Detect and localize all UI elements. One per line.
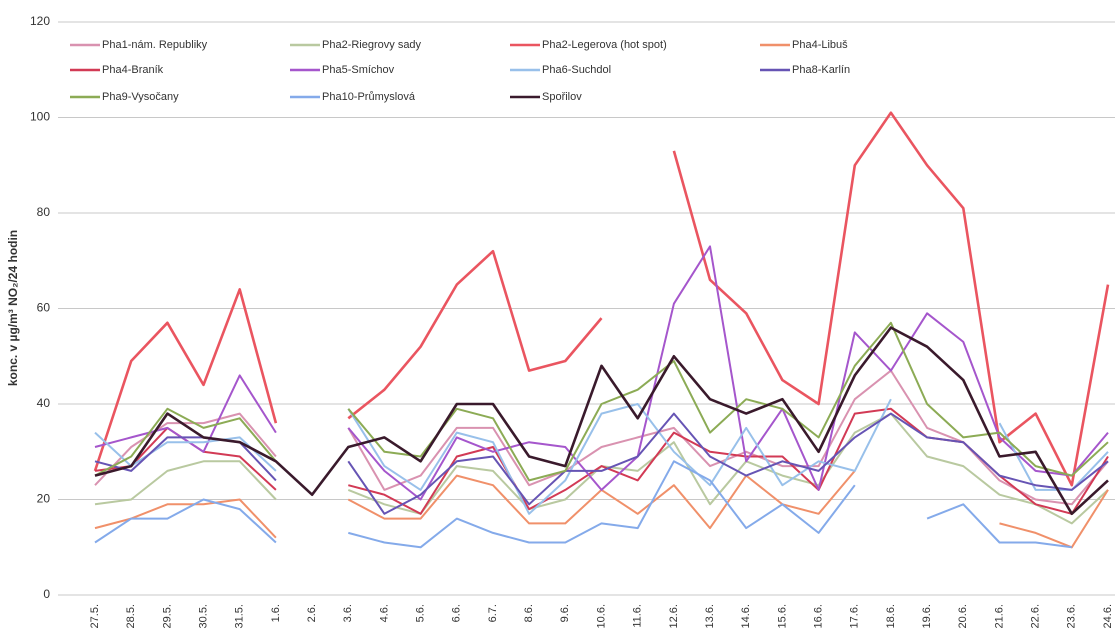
- y-tick-label: 60: [37, 301, 51, 315]
- x-tick-label: 6.6.: [451, 604, 463, 622]
- series-line: [94, 460, 1072, 549]
- series-line: [94, 412, 1109, 515]
- legend-label: Pha9-Vysočany: [102, 91, 179, 103]
- y-tick-label: 120: [30, 14, 50, 28]
- x-tick-label: 20.6.: [957, 604, 969, 628]
- legend-label: Spořilov: [542, 91, 582, 103]
- x-tick-label: 16.6.: [812, 604, 824, 628]
- x-tick-label: 2.6.: [306, 604, 318, 622]
- x-tick-label: 27.5.: [89, 604, 101, 628]
- x-tick-label: 5.6.: [415, 604, 427, 622]
- x-tick-label: 19.6.: [921, 604, 933, 628]
- series-line: [94, 369, 1109, 506]
- x-tick-label: 24.6.: [1102, 604, 1114, 628]
- series-line: [94, 412, 1109, 525]
- x-tick-label: 9.6.: [559, 604, 571, 622]
- series-line: [94, 326, 1109, 516]
- x-tick-label: 6.7.: [487, 604, 499, 622]
- legend-label: Pha1-nám. Republiky: [102, 39, 208, 51]
- x-tick-label: 29.5.: [161, 604, 173, 628]
- y-axis-label: konc. v µg/m³ NO₂/24 hodin: [6, 230, 20, 386]
- y-tick-label: 100: [30, 110, 50, 124]
- x-tick-label: 30.5.: [197, 604, 209, 628]
- y-tick-label: 40: [37, 396, 51, 410]
- x-tick-label: 31.5.: [234, 604, 246, 628]
- series-line: [94, 407, 1109, 515]
- series-line: [94, 398, 1109, 515]
- series-line: [94, 470, 1109, 549]
- x-tick-label: 15.6.: [776, 604, 788, 628]
- x-tick-label: 1.6.: [270, 604, 282, 622]
- x-tick-label: 21.6.: [993, 604, 1005, 628]
- legend-label: Pha5-Smíchov: [322, 64, 395, 76]
- legend-label: Pha4-Libuš: [792, 39, 848, 51]
- x-tick-label: 23.6.: [1066, 604, 1078, 628]
- x-tick-label: 11.6.: [632, 604, 644, 628]
- legend-label: Pha2-Riegrovy sady: [322, 39, 422, 51]
- x-tick-label: 4.6.: [378, 604, 390, 622]
- x-tick-label: 13.6.: [704, 604, 716, 628]
- series-line: [94, 321, 1109, 482]
- legend-label: Pha10-Průmyslová: [322, 91, 416, 103]
- x-tick-label: 18.6.: [885, 604, 897, 628]
- series-line: [94, 245, 1109, 501]
- legend-label: Pha6-Suchdol: [542, 64, 611, 76]
- x-tick-label: 8.6.: [523, 604, 535, 622]
- x-tick-label: 3.6.: [342, 604, 354, 622]
- x-tick-label: 14.6.: [740, 604, 752, 628]
- y-tick-label: 0: [43, 587, 50, 601]
- x-tick-label: 17.6.: [849, 604, 861, 628]
- x-tick-label: 28.5.: [125, 604, 137, 628]
- legend-label: Pha8-Karlín: [792, 64, 850, 76]
- y-tick-label: 80: [37, 205, 51, 219]
- series-line: [93, 111, 1110, 487]
- y-tick-label: 20: [37, 492, 51, 506]
- x-tick-label: 22.6.: [1030, 604, 1042, 628]
- legend-label: Pha2-Legerova (hot spot): [542, 39, 667, 51]
- x-tick-label: 10.6.: [595, 604, 607, 628]
- x-tick-label: 12.6.: [668, 604, 680, 628]
- legend-label: Pha4-Braník: [102, 64, 164, 76]
